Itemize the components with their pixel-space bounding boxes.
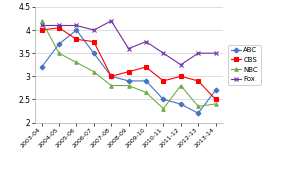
- NBC: [92, 71, 96, 73]
- ABC: [214, 89, 217, 91]
- CBS: [75, 38, 78, 40]
- NBC: [57, 52, 61, 54]
- Fox: [144, 41, 148, 43]
- Fox: [110, 20, 113, 22]
- CBS: [110, 75, 113, 77]
- NBC: [127, 85, 130, 87]
- ABC: [40, 66, 43, 68]
- CBS: [57, 27, 61, 29]
- Line: ABC: ABC: [40, 28, 217, 115]
- ABC: [179, 103, 183, 105]
- ABC: [197, 112, 200, 114]
- Fox: [197, 52, 200, 54]
- ABC: [127, 80, 130, 82]
- Line: CBS: CBS: [40, 26, 217, 101]
- NBC: [162, 108, 165, 110]
- NBC: [197, 105, 200, 107]
- ABC: [162, 98, 165, 100]
- Fox: [127, 48, 130, 50]
- Fox: [92, 29, 96, 31]
- Fox: [214, 52, 217, 54]
- NBC: [110, 85, 113, 87]
- ABC: [110, 75, 113, 77]
- CBS: [40, 29, 43, 31]
- ABC: [57, 43, 61, 45]
- Fox: [75, 25, 78, 27]
- ABC: [75, 29, 78, 31]
- Fox: [162, 52, 165, 54]
- CBS: [144, 66, 148, 68]
- NBC: [214, 103, 217, 105]
- NBC: [179, 85, 183, 87]
- Line: Fox: Fox: [40, 19, 217, 66]
- CBS: [179, 75, 183, 77]
- Line: NBC: NBC: [40, 19, 217, 110]
- ABC: [92, 52, 96, 54]
- CBS: [162, 80, 165, 82]
- CBS: [127, 71, 130, 73]
- NBC: [144, 91, 148, 93]
- CBS: [214, 98, 217, 100]
- Fox: [40, 25, 43, 27]
- Fox: [179, 64, 183, 66]
- ABC: [144, 80, 148, 82]
- CBS: [197, 80, 200, 82]
- Legend: ABC, CBS, NBC, Fox: ABC, CBS, NBC, Fox: [228, 45, 261, 85]
- NBC: [40, 20, 43, 22]
- NBC: [75, 61, 78, 64]
- CBS: [92, 41, 96, 43]
- Fox: [57, 25, 61, 27]
